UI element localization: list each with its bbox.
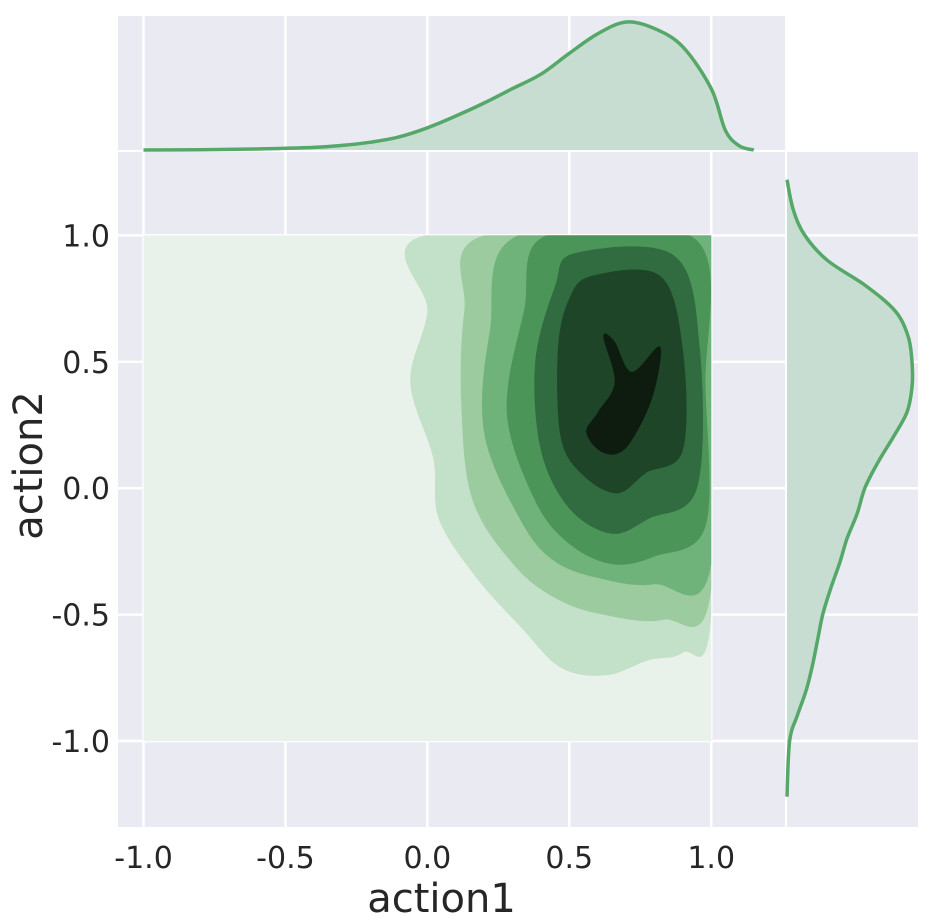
y-tick-label: -1.0 (51, 725, 110, 760)
top-marginal-kde-fill (143, 21, 754, 151)
right-marginal-panel (785, 152, 918, 827)
y-tick-label: 0.5 (62, 346, 110, 381)
x-tick-label: 1.0 (687, 841, 735, 876)
x-tick-label: 0.0 (404, 841, 452, 876)
right-marginal-kde-line (785, 179, 915, 797)
x-tick-label: -0.5 (256, 841, 315, 876)
top-marginal-kde-line (143, 20, 755, 152)
x-tick-labels: -1.0 -0.5 0.0 0.5 1.0 (114, 841, 735, 876)
kde-level-7 (586, 333, 662, 455)
joint-kde-contours (143, 235, 712, 742)
joint-panel: -1.0 -0.5 0.0 0.5 1.0 -1.0 -0.5 0.0 0.5 1.0 (51, 152, 785, 876)
right-marginal-kde-fill (787, 179, 913, 797)
top-marginal-panel (118, 16, 785, 152)
y-tick-labels: -1.0 -0.5 0.0 0.5 1.0 (51, 219, 110, 760)
x-axis-label: action1 (367, 876, 516, 920)
y-tick-label: -0.5 (51, 599, 110, 634)
y-tick-label: 1.0 (62, 219, 110, 254)
y-tick-label: 0.0 (62, 472, 110, 507)
x-tick-label: 0.5 (545, 841, 593, 876)
y-axis-label: action2 (6, 391, 52, 540)
x-tick-label: -1.0 (114, 841, 173, 876)
